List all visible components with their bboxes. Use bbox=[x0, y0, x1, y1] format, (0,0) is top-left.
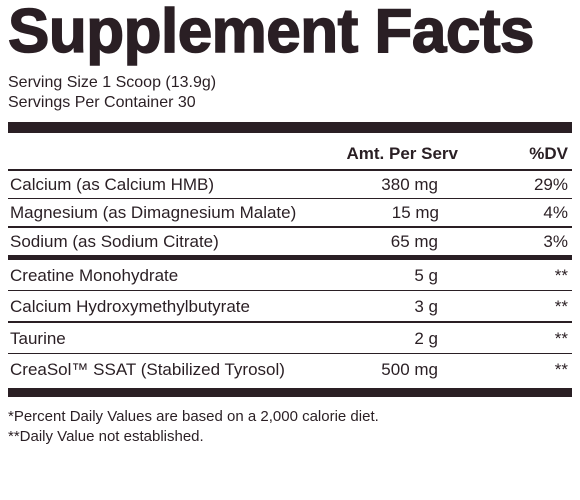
amount: 5 g bbox=[414, 265, 438, 285]
ingredient-row: Magnesium (as Dimagnesium Malate) 15 mg 4% bbox=[8, 199, 572, 226]
ingredient-name: Magnesium (as Dimagnesium Malate) bbox=[10, 203, 297, 222]
amount: 3 g bbox=[414, 297, 438, 316]
ingredient-row: Taurine 2 g ** bbox=[8, 323, 572, 353]
daily-value: ** bbox=[554, 360, 568, 379]
divider bbox=[8, 197, 572, 199]
divider bbox=[8, 289, 572, 291]
header-dv: %DV bbox=[529, 144, 568, 163]
spacer bbox=[8, 143, 258, 165]
divider bbox=[8, 321, 572, 323]
section-divider bbox=[8, 254, 572, 260]
ingredient-name: CreaSol™ SSAT (Stabilized Tyrosol) bbox=[10, 360, 285, 379]
daily-value: ** bbox=[554, 297, 568, 316]
divider bbox=[8, 352, 572, 354]
divider bbox=[8, 388, 572, 397]
footnote: *Percent Daily Values are based on a 2,0… bbox=[8, 408, 379, 425]
divider bbox=[8, 169, 572, 171]
divider bbox=[8, 226, 572, 228]
daily-value: 4% bbox=[543, 203, 568, 222]
ingredient-name: Calcium (as Calcium HMB) bbox=[10, 174, 215, 194]
divider bbox=[8, 122, 572, 133]
rows: Calcium (as Calcium HMB) 380 mg 29% Magnesi… bbox=[8, 169, 572, 384]
amount: 500 mg bbox=[381, 360, 438, 379]
ingredient-row: Calcium Hydroxymethylbutyrate 3 g ** bbox=[8, 291, 572, 321]
daily-value: 29% bbox=[533, 174, 568, 194]
ingredient-row: CreaSol™ SSAT (Stabilized Tyrosol) 500 mg… bbox=[8, 354, 572, 384]
ingredient-name: Creatine Monohydrate bbox=[10, 265, 179, 285]
amount: 2 g bbox=[414, 328, 438, 348]
ingredient-name: Calcium Hydroxymethylbutyrate bbox=[10, 297, 250, 316]
header-amount: Amt. Per Serv bbox=[346, 144, 459, 163]
ingredient-row: Creatine Monohydrate 5 g ** bbox=[8, 260, 572, 290]
ingredient-name: Sodium (as Sodium Citrate) bbox=[10, 231, 219, 251]
ingredient-row: Calcium (as Calcium HMB) 380 mg 29% bbox=[8, 171, 572, 198]
ingredient-name: Taurine bbox=[10, 328, 66, 348]
title: Supplement Facts bbox=[7, 0, 535, 66]
servings-per-container: Servings Per Container 30 bbox=[8, 94, 196, 111]
amount: 380 mg bbox=[381, 174, 438, 194]
header-row: Amt. Per Serv %DV bbox=[8, 133, 572, 169]
amount: 65 mg bbox=[390, 231, 438, 251]
amount: 15 mg bbox=[391, 203, 439, 222]
ingredient-row: Sodium (as Sodium Citrate) 65 mg 3% bbox=[8, 228, 572, 255]
daily-value: ** bbox=[554, 265, 568, 285]
daily-value: 3% bbox=[543, 231, 568, 251]
serving-size: Serving Size 1 Scoop (13.9g) bbox=[8, 74, 217, 91]
daily-value: ** bbox=[554, 328, 568, 348]
footnote: **Daily Value not established. bbox=[8, 428, 204, 445]
